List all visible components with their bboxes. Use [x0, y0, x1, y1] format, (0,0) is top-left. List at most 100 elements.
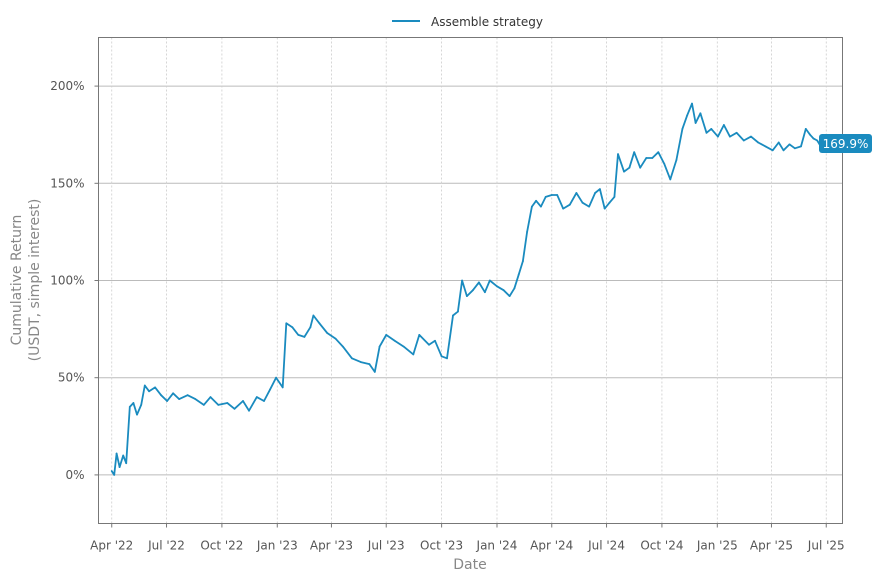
- x-tick-label: Apr '25: [750, 539, 793, 553]
- data-point: [623, 170, 625, 173]
- data-point: [434, 339, 436, 342]
- data-point: [809, 133, 811, 136]
- x-tick-label: Jan '23: [256, 539, 298, 553]
- data-point: [562, 207, 565, 210]
- data-point: [118, 466, 121, 468]
- data-point: [226, 402, 229, 404]
- x-tick-label: Jul '25: [807, 539, 845, 553]
- data-point: [771, 149, 774, 152]
- data-point: [143, 384, 146, 387]
- data-point: [594, 192, 596, 194]
- data-point: [326, 332, 329, 334]
- data-point: [263, 400, 265, 402]
- data-point: [657, 151, 660, 154]
- data-point: [757, 141, 760, 144]
- data-point: [540, 205, 542, 208]
- data-point: [816, 139, 819, 142]
- data-point: [136, 413, 138, 416]
- data-point: [297, 334, 300, 336]
- data-point: [517, 273, 520, 276]
- data-point: [334, 337, 337, 340]
- data-point: [526, 231, 528, 233]
- x-tick-label: Jul '23: [367, 539, 405, 553]
- data-point: [281, 386, 284, 389]
- data-point: [351, 357, 353, 360]
- data-point: [402, 345, 405, 348]
- data-point: [368, 363, 371, 365]
- data-point: [794, 147, 796, 150]
- data-point: [217, 404, 220, 406]
- data-point: [651, 157, 654, 159]
- data-point: [581, 201, 584, 204]
- data-point: [550, 194, 553, 196]
- y-tick-label: 50%: [58, 371, 85, 385]
- data-point: [804, 127, 807, 130]
- data-point: [663, 163, 666, 165]
- x-tick-label: Jul '24: [587, 539, 625, 553]
- grid: [98, 37, 843, 524]
- data-point: [154, 386, 157, 389]
- data-point: [125, 462, 128, 465]
- y-tick-label: 150%: [50, 176, 84, 190]
- data-point: [484, 291, 486, 294]
- y-axis: 0% 50% 100% 150% 200%: [50, 79, 99, 482]
- data-point: [166, 400, 169, 402]
- data-point: [556, 194, 559, 196]
- data-point: [255, 396, 258, 398]
- data-point: [466, 295, 468, 297]
- x-tick-label: Jan '24: [476, 539, 518, 553]
- data-point: [686, 114, 689, 117]
- data-point: [342, 345, 344, 348]
- data-point: [233, 407, 236, 410]
- data-point: [202, 404, 205, 406]
- data-point: [729, 135, 731, 138]
- data-point: [717, 135, 719, 138]
- data-point: [461, 279, 463, 282]
- data-point: [428, 343, 430, 346]
- data-point: [393, 339, 396, 342]
- data-point: [128, 406, 131, 408]
- data-point: [742, 139, 745, 142]
- data-point: [285, 322, 288, 325]
- data-point: [508, 295, 511, 297]
- x-axis-title: Date: [453, 557, 486, 573]
- legend: Assemble strategy: [392, 15, 543, 29]
- data-point: [269, 388, 271, 391]
- data-point: [613, 196, 616, 198]
- data-point: [248, 409, 250, 412]
- end-value-badge: [819, 134, 872, 153]
- data-point: [446, 357, 448, 360]
- data-point: [160, 394, 163, 397]
- y-tick-label: 100%: [50, 274, 84, 288]
- x-tick-label: Jul '22: [147, 539, 185, 553]
- data-point: [115, 452, 118, 455]
- data-point: [544, 196, 547, 198]
- data-point: [788, 143, 791, 146]
- data-point: [800, 145, 802, 148]
- data-point: [699, 112, 702, 115]
- data-point: [513, 287, 516, 290]
- data-point: [723, 124, 725, 126]
- data-point: [531, 205, 533, 208]
- data-point: [710, 127, 713, 130]
- data-point: [378, 345, 381, 348]
- x-tick-label: Apr '24: [530, 539, 573, 553]
- x-axis: Apr '22 Jul '22 Oct '22 Jan '23 Apr '23 Jul '…: [90, 523, 845, 553]
- data-point: [418, 334, 421, 336]
- data-point: [502, 289, 505, 292]
- data-point: [360, 361, 362, 363]
- x-tick-label: Oct '23: [420, 539, 463, 553]
- data-point: [110, 470, 113, 472]
- data-point: [694, 122, 697, 124]
- data-point: [535, 199, 537, 202]
- x-tick-label: Oct '22: [200, 539, 243, 553]
- data-point: [309, 326, 312, 329]
- data-point: [617, 153, 619, 156]
- series-line: [110, 102, 821, 476]
- data-point: [691, 102, 693, 105]
- data-point: [681, 127, 684, 130]
- y-tick-label: 200%: [50, 79, 84, 93]
- data-point: [812, 137, 815, 140]
- data-point: [140, 404, 143, 406]
